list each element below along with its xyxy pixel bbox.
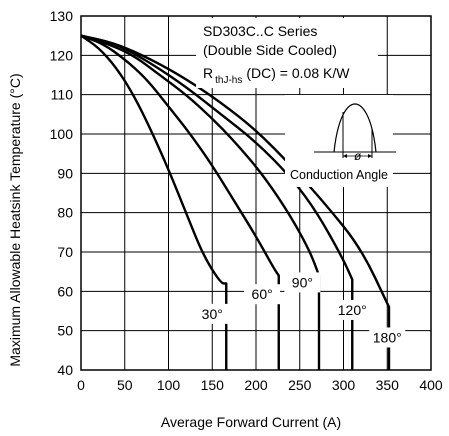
x-tick-label: 150	[201, 377, 225, 393]
series-label-2: 60°	[252, 286, 273, 302]
x-tick-label: 350	[376, 377, 400, 393]
series-line-3	[80, 34, 321, 370]
series-labels: 30° 60° 90° 120° 180°	[194, 272, 406, 348]
y-tick-label: 100	[50, 126, 74, 142]
chart-title-line1: SD303C..C Series	[203, 23, 317, 39]
x-tick-label: 100	[157, 377, 181, 393]
series-label-3: 90°	[292, 274, 313, 290]
y-tick-label: 50	[57, 323, 73, 339]
series-line-5	[80, 34, 391, 370]
x-tick-label: 250	[288, 377, 312, 393]
y-tick-label: 80	[57, 205, 73, 221]
y-tick-label: 60	[57, 283, 73, 299]
rth-main: R	[203, 65, 213, 81]
series-label-4: 120°	[338, 302, 367, 318]
series-line-1	[80, 34, 228, 370]
series-label-bg	[284, 272, 321, 293]
x-axis-label: Average Forward Current (A)	[161, 414, 341, 430]
conduction-angle-inset: ø Conduction Angle	[290, 103, 396, 182]
y-tick-label: 110	[51, 87, 74, 103]
y-axis-label: Maximum Allowable Heatsink Temperature (…	[7, 73, 23, 366]
x-tick-label: 300	[332, 377, 356, 393]
y-tick-label: 130	[50, 8, 74, 24]
series-label-bg	[244, 284, 281, 305]
x-tick-label: 50	[117, 377, 133, 393]
chart-title-line2: (Double Side Cooled)	[203, 42, 337, 58]
series-group	[80, 34, 391, 370]
x-tick-label: 400	[419, 377, 443, 393]
series-line-2	[80, 34, 280, 370]
inset-sine-wave	[333, 103, 377, 153]
inset-arrow-head-left	[343, 154, 347, 158]
y-tick-label: 90	[57, 165, 73, 181]
x-tick-label: 0	[77, 377, 85, 393]
rth-sub: thJ-hs	[215, 75, 242, 86]
series-label-5: 180°	[373, 329, 402, 345]
plot-frame	[80, 15, 432, 371]
inset-label: Conduction Angle	[290, 168, 388, 182]
inset-arrow-head-right	[368, 154, 372, 158]
rth-rest: (DC) = 0.08 K/W	[246, 65, 350, 81]
y-tick-label: 70	[57, 244, 73, 260]
x-tick-label: 200	[244, 377, 268, 393]
y-tick-label: 40	[57, 362, 73, 378]
info-box-bg	[196, 18, 378, 88]
x-axis-ticks: 0 50 100 150 200 250 300 350 400	[77, 377, 443, 393]
series-label-1: 30°	[202, 306, 223, 322]
y-tick-label: 120	[50, 47, 74, 63]
series-label-bg	[194, 303, 231, 324]
y-axis-ticks: 40 50 60 70 80 90 100 110 120 130	[50, 8, 74, 378]
series-label-bg	[334, 299, 371, 320]
inset-angle-symbol: ø	[354, 149, 362, 163]
series-label-bg	[369, 327, 406, 348]
